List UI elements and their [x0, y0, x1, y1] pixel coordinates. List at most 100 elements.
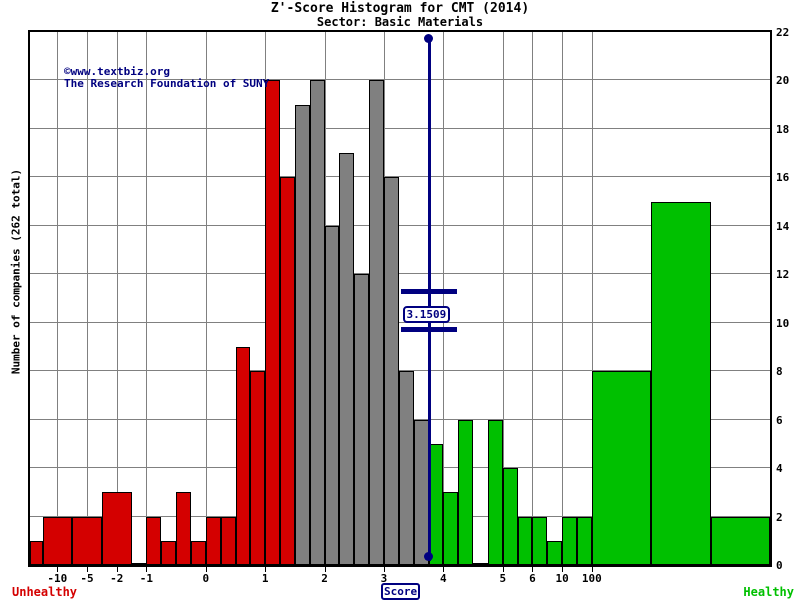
gridline	[30, 79, 770, 81]
y-tick-label: 2	[776, 510, 783, 524]
histogram-bar	[517, 516, 533, 565]
x-tick-mark	[116, 567, 118, 572]
x-tick-mark	[205, 567, 207, 572]
gridline	[205, 32, 207, 565]
gridline	[30, 273, 770, 275]
histogram-bar	[30, 540, 43, 565]
histogram-bar	[398, 371, 414, 565]
histogram-bar	[487, 419, 503, 565]
y-tick-label: 14	[776, 219, 790, 233]
x-tick-mark	[146, 567, 148, 572]
histogram-bar	[473, 563, 488, 565]
histogram-bar	[72, 516, 102, 565]
score-marker-line	[427, 36, 431, 561]
y-axis-label: Number of companies (262 total)	[9, 168, 23, 375]
y-tick-label: 22	[776, 26, 790, 39]
x-tick-label: 1	[261, 572, 269, 585]
x-tick-label: 4	[440, 572, 447, 585]
gridline	[146, 32, 148, 565]
histogram-bar	[651, 201, 711, 565]
x-tick-mark	[532, 567, 534, 572]
y-tick-label: 18	[776, 122, 790, 136]
gridline	[116, 32, 118, 565]
x-tick-mark	[562, 567, 564, 572]
histogram-bar	[339, 153, 355, 565]
x-tick-mark	[57, 567, 59, 572]
gridline	[87, 32, 89, 565]
histogram-bar	[354, 274, 370, 565]
axis-legend-unhealthy: Unhealthy	[12, 585, 78, 599]
x-axis-label: Score	[381, 583, 421, 600]
x-tick-mark	[87, 567, 89, 572]
histogram-bar	[309, 80, 325, 565]
histogram-bar	[443, 492, 459, 565]
histogram-bar	[591, 371, 652, 565]
histogram-bar	[413, 419, 429, 565]
histogram-bar	[176, 492, 191, 565]
x-tick-mark	[265, 567, 267, 572]
histogram-bar	[250, 371, 266, 565]
page-title: Z'-Score Histogram for CMT (2014)	[270, 1, 530, 16]
gridline	[57, 32, 59, 565]
y-tick-label: 4	[776, 462, 783, 476]
score-value-label: 3.1509	[402, 305, 451, 323]
histogram-bar	[146, 516, 162, 565]
histogram-bar	[428, 443, 444, 565]
score-bracket-lower	[400, 327, 457, 333]
x-tick-label: -10	[47, 572, 68, 585]
histogram-bar	[532, 516, 548, 565]
gridline	[30, 370, 770, 372]
histogram-bar	[280, 177, 295, 565]
y-tick-label: 0	[776, 559, 783, 572]
x-tick-label: -5	[80, 572, 94, 585]
x-tick-label: 100	[581, 572, 602, 585]
histogram-bar	[101, 492, 132, 565]
histogram-bar	[562, 516, 577, 565]
credit-website: ©www.textbiz.org	[64, 65, 170, 78]
x-tick-mark	[324, 567, 326, 572]
gridline	[30, 127, 770, 129]
histogram-bar	[220, 516, 236, 565]
y-tick-label: 8	[776, 365, 783, 379]
histogram-bar	[42, 516, 73, 565]
histogram-bar	[205, 516, 221, 565]
axis-legend-healthy: Healthy	[743, 585, 794, 599]
chart-subtitle: Sector: Basic Materials	[316, 15, 484, 29]
x-tick-label: -2	[110, 572, 124, 585]
gridline	[532, 32, 534, 565]
y-tick-label: 10	[776, 316, 790, 330]
gridline	[502, 32, 504, 565]
x-tick-label: 3	[380, 572, 388, 585]
histogram-bar	[190, 540, 206, 565]
gridline	[562, 32, 564, 565]
gridline	[30, 321, 770, 323]
y-tick-label: 16	[776, 171, 790, 185]
histogram-bar	[265, 80, 281, 565]
score-marker-dot-top	[423, 34, 433, 43]
histogram-bar	[131, 563, 147, 565]
x-tick-mark	[383, 567, 385, 572]
credit-organization: The Research Foundation of SUNY	[64, 77, 270, 90]
histogram-bar	[502, 468, 518, 565]
gridline	[443, 32, 445, 565]
x-tick-mark	[443, 567, 445, 572]
histogram-bar	[458, 419, 474, 565]
score-bracket-upper	[400, 288, 457, 294]
y-tick-label: 12	[776, 268, 790, 282]
x-tick-mark	[591, 567, 593, 572]
x-tick-label: -1	[139, 572, 154, 585]
histogram-bar	[324, 225, 340, 565]
histogram-bar	[369, 80, 384, 565]
x-tick-label: 6	[529, 572, 536, 585]
y-tick-label: 20	[776, 74, 790, 88]
histogram-bar	[710, 516, 770, 565]
y-tick-label: 6	[776, 413, 783, 427]
histogram-bar	[383, 177, 399, 565]
histogram-bar	[235, 346, 251, 565]
x-tick-label: 5	[499, 572, 507, 585]
plot-area: 3.1509 ©www.textbiz.org The Research Fou…	[28, 30, 772, 567]
x-tick-label: 10	[555, 572, 569, 585]
histogram-bar	[294, 104, 310, 565]
score-marker-dot-bottom	[423, 552, 433, 561]
